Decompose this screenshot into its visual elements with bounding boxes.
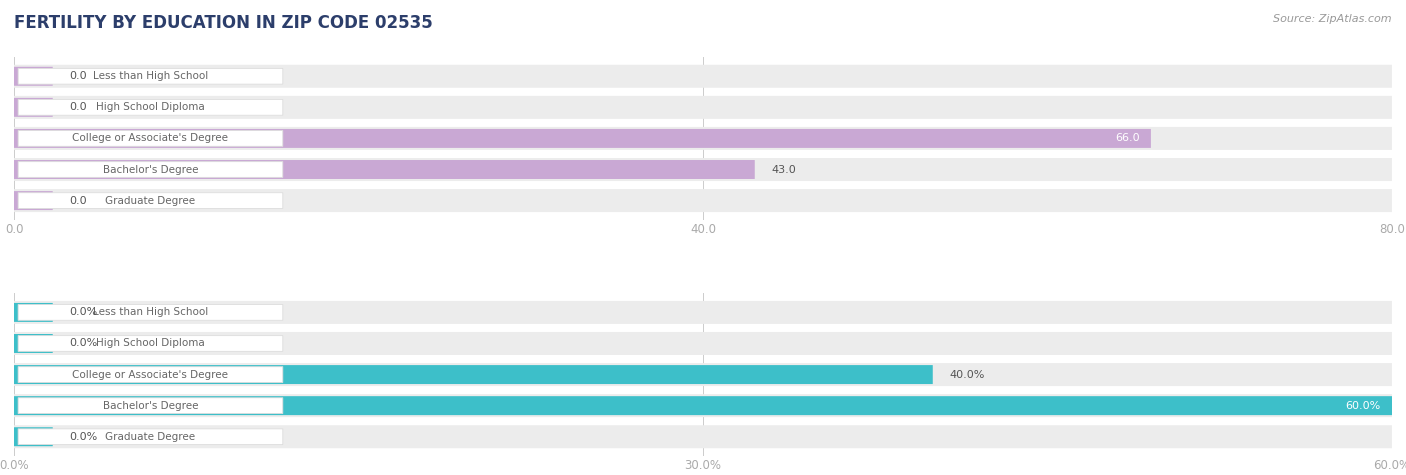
FancyBboxPatch shape: [18, 398, 283, 414]
Text: College or Associate's Degree: College or Associate's Degree: [73, 133, 228, 143]
FancyBboxPatch shape: [18, 162, 283, 177]
Text: College or Associate's Degree: College or Associate's Degree: [73, 370, 228, 380]
FancyBboxPatch shape: [14, 67, 53, 86]
Text: Bachelor's Degree: Bachelor's Degree: [103, 164, 198, 174]
Text: 0.0: 0.0: [69, 71, 87, 81]
Text: Graduate Degree: Graduate Degree: [105, 432, 195, 442]
Text: Less than High School: Less than High School: [93, 307, 208, 317]
FancyBboxPatch shape: [18, 304, 283, 320]
FancyBboxPatch shape: [18, 131, 283, 146]
Text: Less than High School: Less than High School: [93, 71, 208, 81]
FancyBboxPatch shape: [14, 127, 1392, 150]
Text: 60.0%: 60.0%: [1346, 400, 1381, 411]
FancyBboxPatch shape: [14, 363, 1392, 386]
Text: 0.0%: 0.0%: [69, 432, 97, 442]
Text: 0.0%: 0.0%: [69, 307, 97, 317]
Text: 40.0%: 40.0%: [949, 370, 984, 380]
Text: 66.0: 66.0: [1115, 133, 1140, 143]
Text: 0.0: 0.0: [69, 102, 87, 113]
FancyBboxPatch shape: [14, 332, 1392, 355]
FancyBboxPatch shape: [14, 396, 1392, 415]
FancyBboxPatch shape: [14, 334, 53, 353]
Text: Source: ZipAtlas.com: Source: ZipAtlas.com: [1274, 14, 1392, 24]
Text: FERTILITY BY EDUCATION IN ZIP CODE 02535: FERTILITY BY EDUCATION IN ZIP CODE 02535: [14, 14, 433, 32]
FancyBboxPatch shape: [14, 158, 1392, 181]
Text: 0.0: 0.0: [69, 196, 87, 206]
FancyBboxPatch shape: [14, 96, 1392, 119]
FancyBboxPatch shape: [14, 427, 53, 446]
FancyBboxPatch shape: [14, 425, 1392, 448]
Text: 43.0: 43.0: [772, 164, 796, 174]
FancyBboxPatch shape: [18, 193, 283, 209]
Text: High School Diploma: High School Diploma: [96, 102, 205, 113]
FancyBboxPatch shape: [14, 129, 1152, 148]
FancyBboxPatch shape: [14, 394, 1392, 417]
Text: High School Diploma: High School Diploma: [96, 339, 205, 349]
FancyBboxPatch shape: [18, 429, 283, 445]
FancyBboxPatch shape: [14, 98, 53, 117]
FancyBboxPatch shape: [14, 303, 53, 322]
FancyBboxPatch shape: [14, 365, 932, 384]
FancyBboxPatch shape: [14, 189, 1392, 212]
FancyBboxPatch shape: [18, 336, 283, 352]
FancyBboxPatch shape: [14, 191, 53, 210]
FancyBboxPatch shape: [14, 301, 1392, 324]
Text: Bachelor's Degree: Bachelor's Degree: [103, 400, 198, 411]
FancyBboxPatch shape: [18, 367, 283, 382]
FancyBboxPatch shape: [14, 65, 1392, 88]
FancyBboxPatch shape: [18, 68, 283, 84]
Text: 0.0%: 0.0%: [69, 339, 97, 349]
FancyBboxPatch shape: [18, 99, 283, 115]
Text: Graduate Degree: Graduate Degree: [105, 196, 195, 206]
FancyBboxPatch shape: [14, 160, 755, 179]
